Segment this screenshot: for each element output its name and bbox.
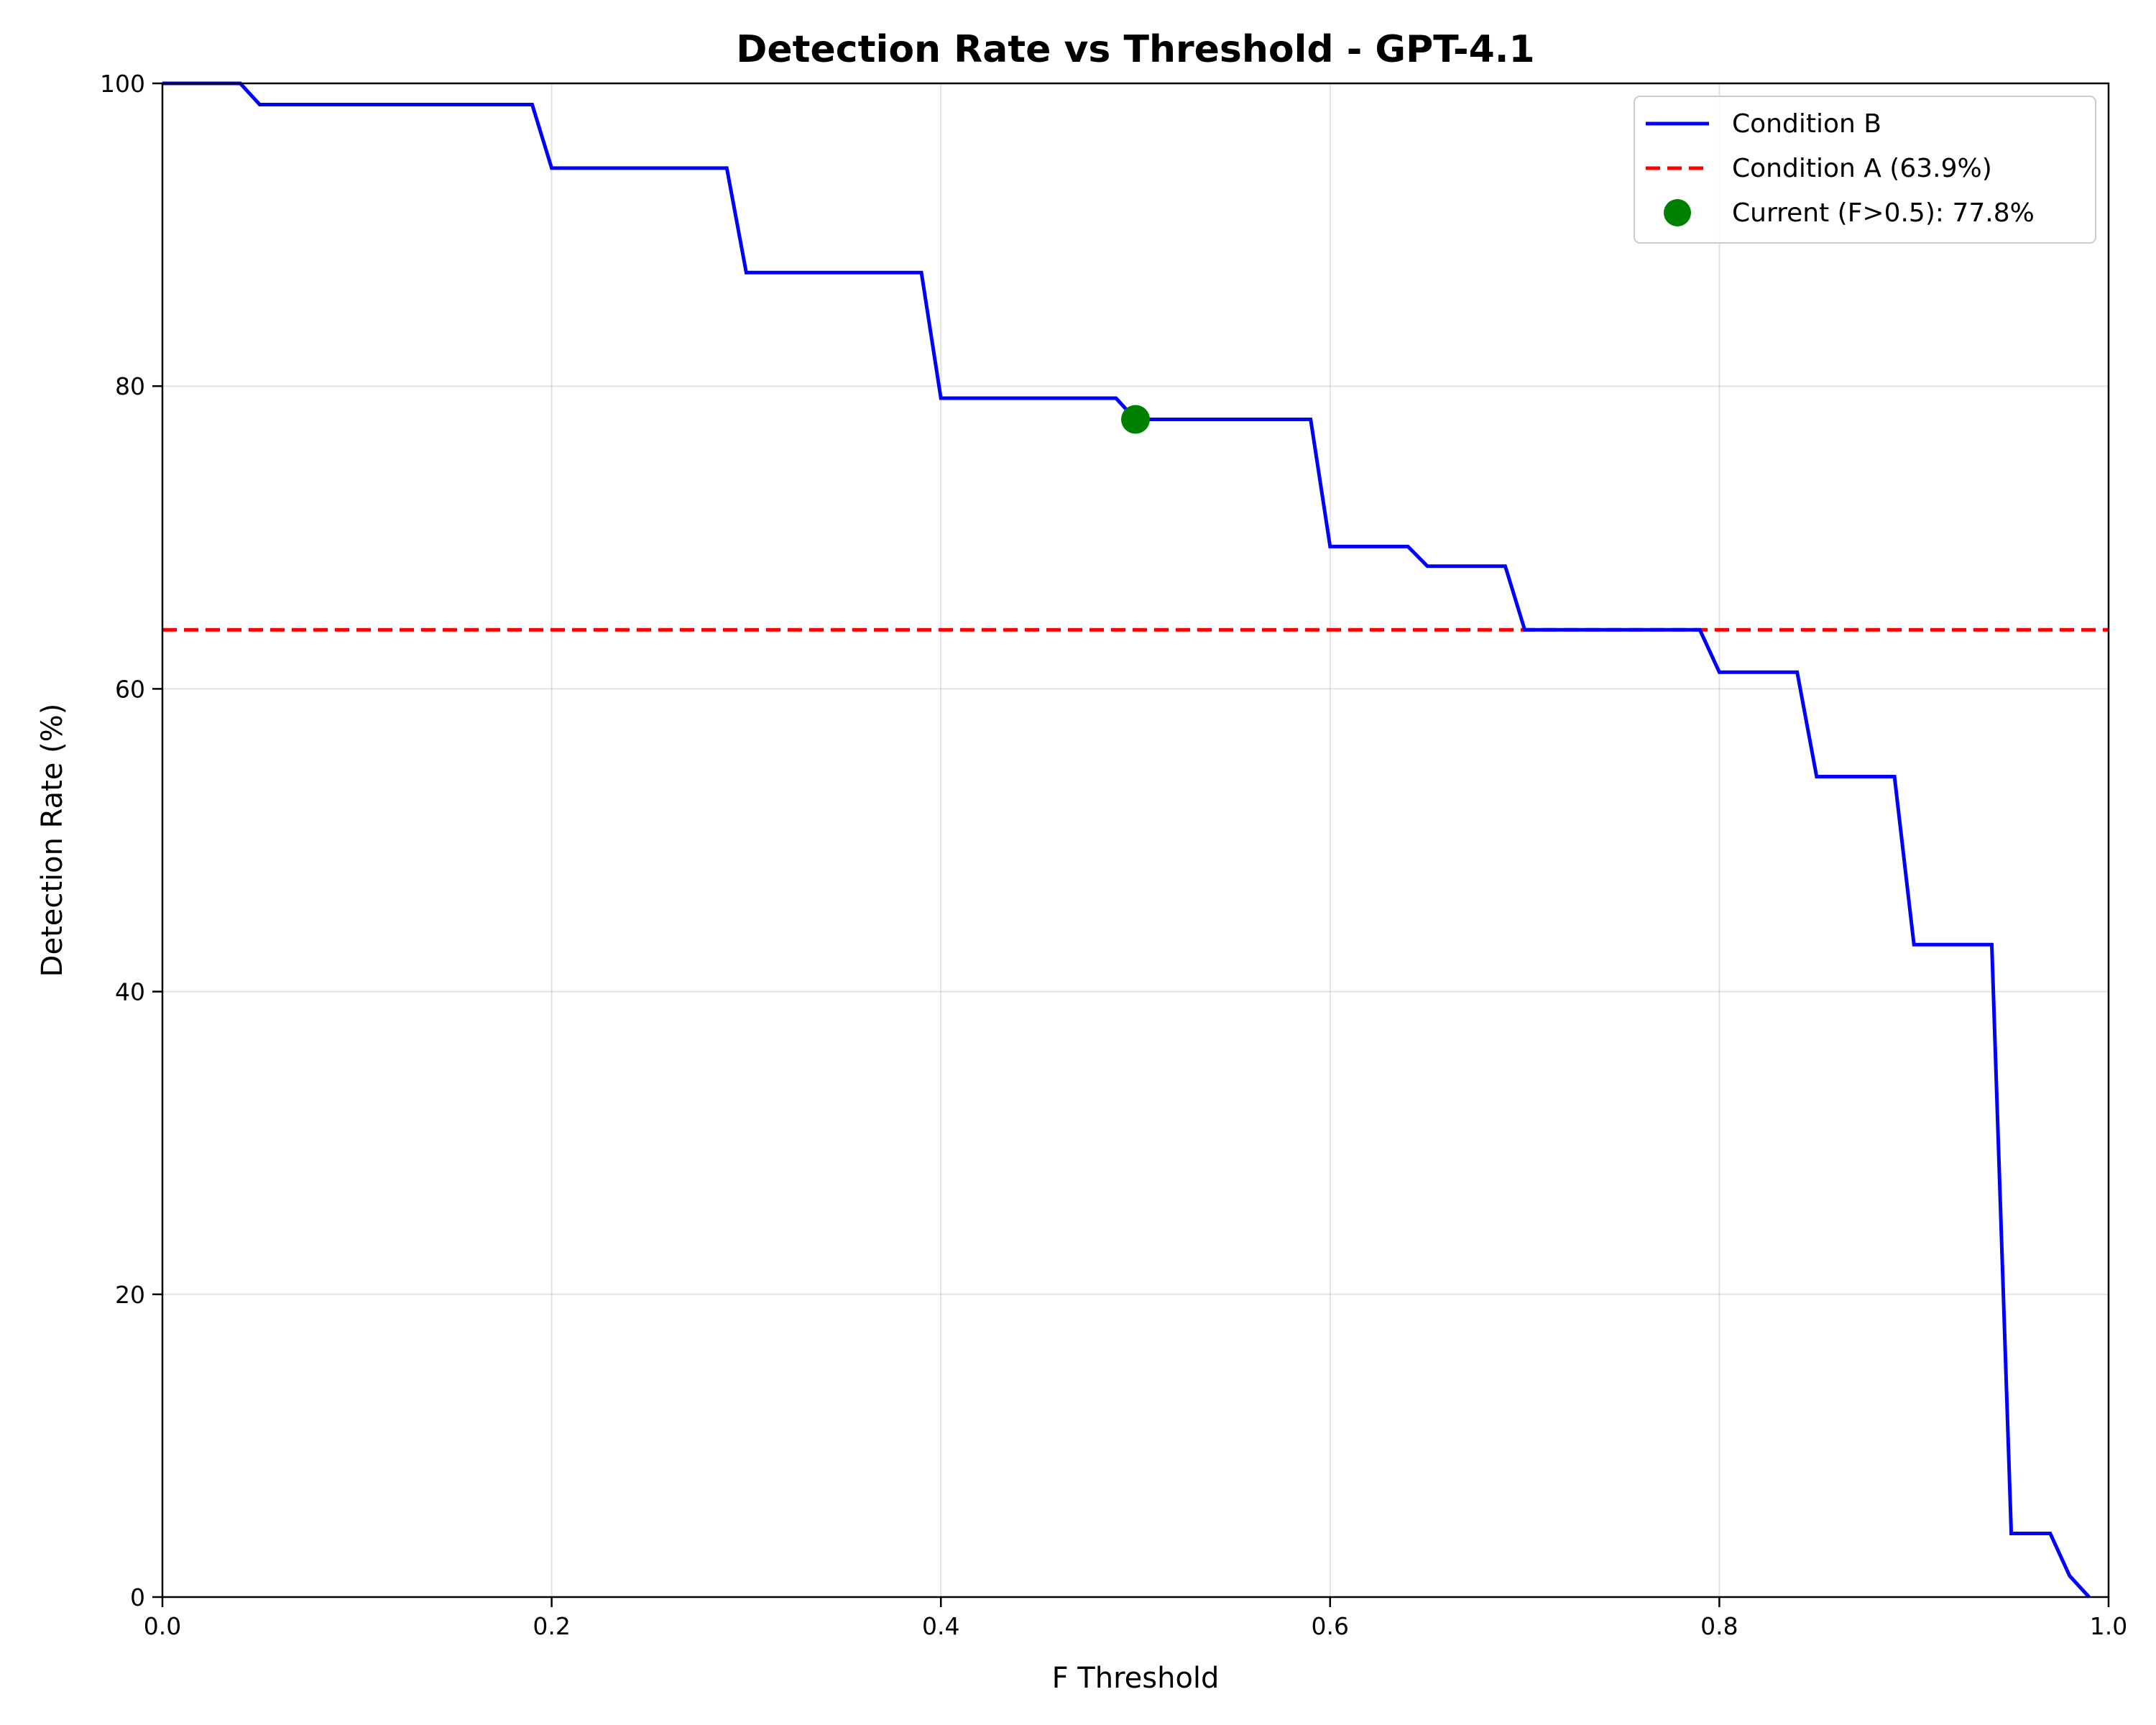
- x-axis-label: F Threshold: [1052, 1662, 1220, 1695]
- y-tick-label: 20: [115, 1281, 145, 1309]
- x-axis-ticks: 0.0 0.2 0.4 0.6 0.8 1.0: [144, 1597, 2127, 1640]
- x-tick-label: 0.8: [1700, 1612, 1738, 1640]
- current-marker: [1121, 405, 1150, 434]
- legend-label-condition-a: Condition A (63.9%): [1732, 154, 1992, 183]
- y-tick-label: 40: [115, 978, 145, 1006]
- y-tick-label: 80: [115, 372, 145, 400]
- condition-b-line: [162, 81, 2091, 1598]
- plot-area: [162, 81, 2109, 1598]
- y-tick-label: 100: [100, 70, 145, 98]
- x-tick-label: 1.0: [2090, 1612, 2127, 1640]
- y-axis-ticks: 0 20 40 60 80 100: [100, 70, 162, 1611]
- x-tick-label: 0.6: [1312, 1612, 1349, 1640]
- y-tick-label: 0: [130, 1583, 145, 1611]
- x-tick-label: 0.0: [144, 1612, 181, 1640]
- x-tick-label: 0.4: [922, 1612, 959, 1640]
- y-axis-label: Detection Rate (%): [36, 704, 69, 978]
- y-tick-label: 60: [115, 675, 145, 703]
- legend: Condition B Condition A (63.9%) Current …: [1634, 96, 2096, 244]
- legend-label-current: Current (F>0.5): 77.8%: [1732, 198, 2035, 228]
- legend-label-condition-b: Condition B: [1732, 109, 1881, 139]
- x-tick-label: 0.2: [533, 1612, 570, 1640]
- chart-title: Detection Rate vs Threshold - GPT-4.1: [736, 28, 1534, 71]
- legend-swatch-current: [1664, 199, 1691, 226]
- legend-box: [1634, 96, 2096, 244]
- axes-frame: [161, 82, 2110, 1598]
